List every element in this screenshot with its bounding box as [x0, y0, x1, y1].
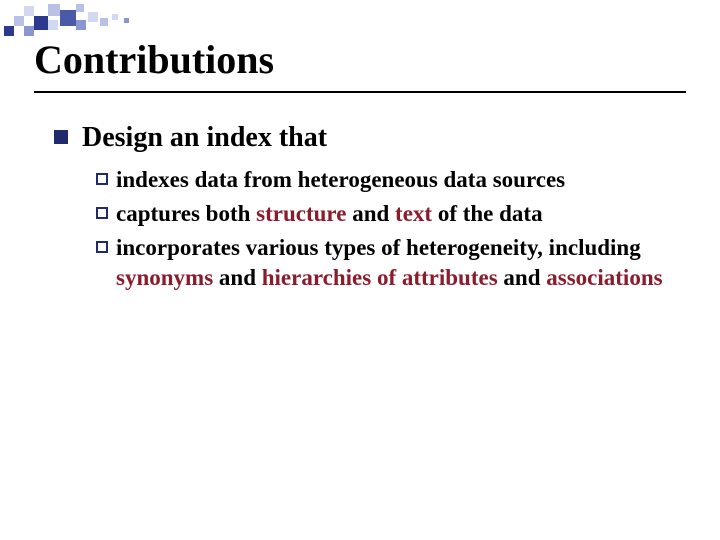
decor-square [34, 16, 48, 30]
accent-text: hierarchies of attributes [262, 265, 498, 290]
hollow-square-bullet-icon [96, 241, 108, 253]
plain-text: and [346, 201, 395, 226]
decor-square [48, 4, 60, 16]
decor-square [48, 20, 58, 30]
decor-square [24, 6, 34, 16]
slide: Contributions Design an index that index… [0, 0, 720, 540]
bullet-level2: captures both structure and text of the … [96, 199, 672, 229]
bullet-level2-list: indexes data from heterogeneous data sou… [96, 165, 672, 293]
plain-text: and [498, 265, 547, 290]
decor-square [100, 18, 108, 26]
bullet-level2-text: indexes data from heterogeneous data sou… [116, 165, 565, 195]
decor-square [88, 12, 98, 22]
plain-text: incorporates various types of heterogene… [116, 235, 641, 260]
bullet-level2-text: captures both structure and text of the … [116, 199, 543, 229]
square-bullet-icon [54, 130, 68, 144]
title-underline [34, 91, 686, 93]
decor-square [4, 26, 14, 36]
hollow-square-bullet-icon [96, 173, 108, 185]
decor-square [76, 20, 86, 30]
plain-text: and [213, 265, 262, 290]
decor-square [76, 4, 84, 12]
bullet-level1: Design an index that [54, 120, 672, 155]
plain-text: captures both [116, 201, 256, 226]
accent-text: text [395, 201, 432, 226]
decor-square [124, 18, 129, 23]
accent-text: associations [546, 265, 662, 290]
accent-text: structure [256, 201, 346, 226]
decor-square [24, 26, 34, 36]
decor-square [60, 10, 76, 26]
bullet-level2-text: incorporates various types of heterogene… [116, 233, 672, 293]
decor-square [112, 14, 118, 20]
plain-text: indexes data from heterogeneous data sou… [116, 167, 565, 192]
body-region: Design an index that indexes data from h… [54, 120, 672, 297]
bullet-level1-text: Design an index that [82, 120, 327, 155]
decor-square [14, 16, 24, 26]
slide-title: Contributions [34, 36, 686, 91]
bullet-level2: incorporates various types of heterogene… [96, 233, 672, 293]
hollow-square-bullet-icon [96, 207, 108, 219]
title-region: Contributions [34, 36, 686, 93]
bullet-level2: indexes data from heterogeneous data sou… [96, 165, 672, 195]
accent-text: synonyms [116, 265, 213, 290]
plain-text: of the data [432, 201, 543, 226]
